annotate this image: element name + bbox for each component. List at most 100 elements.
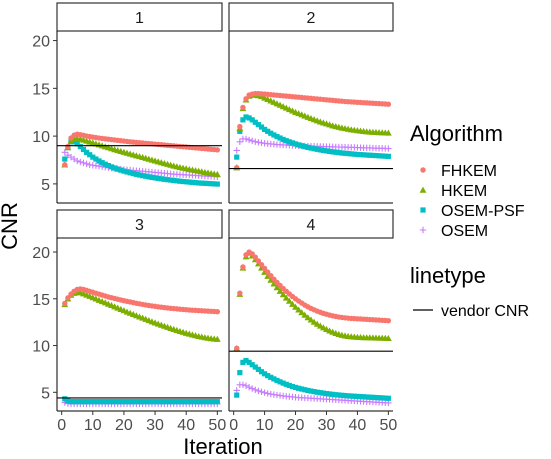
point-hkem [289,300,296,307]
point-osem-psf [211,181,217,187]
point-osem-psf [155,399,161,405]
point-fhkem [237,123,243,130]
legend-label-osem: OSEM [441,223,488,240]
point-osem [236,138,244,146]
point-osem-psf [323,148,330,154]
point-osem-psf [237,128,243,134]
point-osem-psf [314,146,320,152]
point-osem-psf [339,150,345,156]
point-osem-psf [161,399,168,405]
point-osem-psf [286,382,292,389]
point-osem-psf [379,395,385,401]
point-osem [249,137,256,145]
point-hkem [213,170,221,178]
point-osem-psf [286,139,292,145]
point-osem-psf [345,150,351,157]
series-fhkem-panel-4 [234,249,392,352]
point-osem-psf [152,399,158,405]
point-hkem [307,316,315,323]
point-osem-psf [382,395,388,401]
point-osem-psf [373,153,379,159]
point-osem-psf [361,152,367,158]
point-osem-psf [65,398,71,404]
point-osem-psf [96,158,102,164]
point-osem-psf [90,154,96,160]
point-osem-psf [143,173,149,179]
point-osem-psf [317,147,323,153]
point-osem-psf [87,152,93,158]
point-osem-psf [271,376,277,382]
facet-label-4: 4 [307,217,316,234]
point-osem-psf [342,150,348,156]
point-fhkem [62,300,68,307]
point-osem-psf [164,399,171,405]
point-osem-psf [258,369,265,375]
point-osem-psf [243,357,249,364]
point-osem-psf [127,170,133,176]
point-osem [239,381,247,389]
point-fhkem [214,147,221,153]
facet-label-2: 2 [307,10,316,27]
point-hkem [384,334,392,341]
point-fhkem [65,143,71,150]
point-fhkem [255,258,262,264]
x-tick-label: 50 [208,417,226,434]
point-osem-psf [308,145,314,151]
point-osem-psf [385,153,391,159]
point-osem-psf [186,399,192,405]
point-osem-psf [261,371,268,377]
point-osem-psf [333,392,339,398]
point-osem-psf [121,168,127,174]
point-osem-psf [143,399,149,405]
point-osem-psf [274,377,280,384]
point-osem-psf [180,399,186,405]
point-osem-psf [168,399,174,405]
panels-layer: 1 2 3 4 [56,2,394,412]
point-osem-psf [265,373,271,379]
point-osem-psf [330,149,336,155]
legend-key-osem-psf [420,207,426,213]
point-osem-psf [105,399,111,405]
point-hkem [304,314,312,321]
point-osem-psf [146,399,152,405]
point-fhkem [252,254,259,260]
point-osem-psf [202,180,208,186]
point-osem-psf [96,399,102,405]
point-fhkem [261,265,268,272]
x-tick-label: 0 [229,417,238,434]
point-osem-psf [192,399,199,405]
point-osem-psf [214,399,220,405]
point-osem-psf [196,180,202,186]
y-tick-label: 5 [41,385,50,402]
facet-strip-2 [228,2,394,32]
series-osem-psf-panel-2 [234,114,391,160]
point-osem-psf [140,399,146,405]
point-osem-psf [376,153,382,159]
point-osem-psf [199,399,205,405]
point-osem-psf [364,152,370,158]
point-osem-psf [351,151,357,157]
point-osem-psf [205,399,211,405]
point-fhkem [243,96,249,102]
point-osem-psf [171,177,177,184]
point-osem [77,158,84,166]
point-osem-psf [140,173,146,179]
legend-key-osem [419,226,427,234]
point-osem-psf [234,154,240,160]
point-hkem [276,287,284,294]
point-osem-psf [302,144,308,150]
facet-label-3: 3 [135,217,144,234]
point-osem-psf [299,143,305,149]
x-tick-label: 0 [57,417,66,434]
point-osem-psf [158,399,164,405]
point-hkem [295,306,303,313]
point-fhkem [234,345,240,352]
point-osem [385,145,392,152]
series-hkem-panel-4 [233,249,392,352]
point-osem-psf [183,179,189,185]
point-osem-psf [199,180,205,186]
point-osem-psf [174,399,180,405]
legend-key-fhkem [420,167,426,173]
point-osem-psf [280,380,286,386]
point-osem-psf [292,141,299,147]
